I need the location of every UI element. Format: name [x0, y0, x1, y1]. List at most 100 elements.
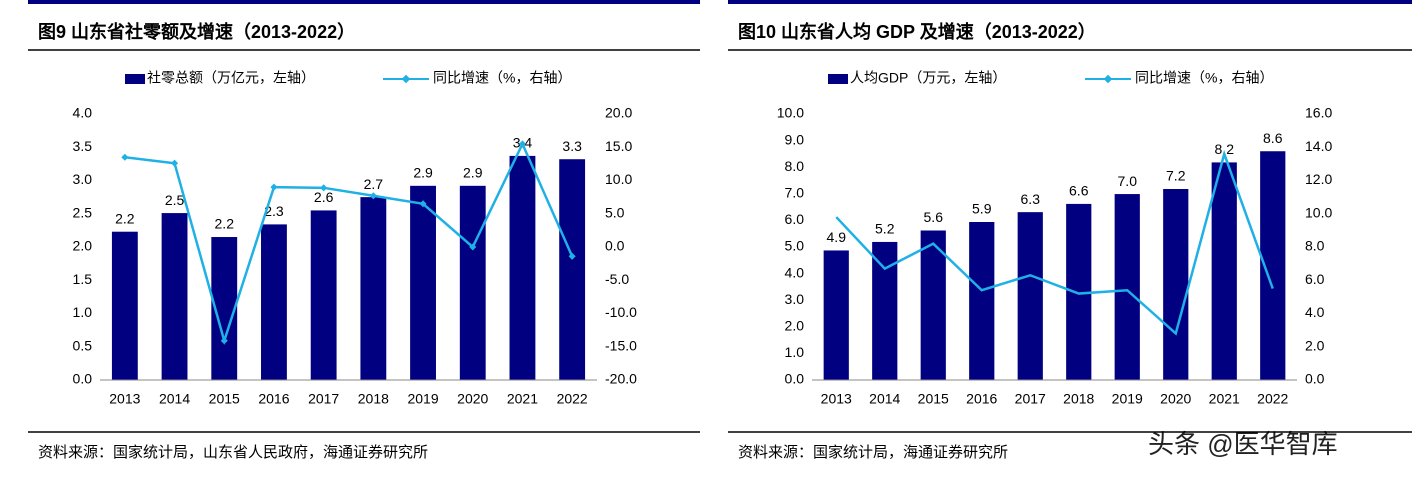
line: [124, 140, 574, 346]
bar: [111, 231, 138, 380]
data-label: 6.6: [1069, 183, 1089, 199]
y-tick-label: 1.0: [73, 304, 93, 320]
data-label: 3.3: [562, 138, 582, 154]
y2-tick-label: 6.0: [1305, 271, 1325, 287]
bar: [969, 221, 995, 380]
y2-tick-label: 14.0: [1305, 138, 1332, 154]
y-tick-label: 0.0: [73, 371, 93, 387]
bar: [509, 155, 536, 380]
data-label: 2.2: [115, 210, 135, 226]
data-label: 5.2: [875, 221, 895, 237]
marker: [220, 337, 228, 345]
x-tick-label: 2018: [1063, 391, 1094, 407]
y-tick-label: 5.0: [785, 238, 805, 254]
y2-tick-label: 2.0: [1305, 337, 1325, 353]
y2-tick-label: 10.0: [605, 171, 632, 187]
y2-tick-label: 10.0: [1305, 204, 1332, 220]
marker: [320, 184, 328, 192]
x-tick-label: 2014: [159, 391, 190, 407]
y2-tick-label: 0.0: [1305, 371, 1325, 387]
y-tick-label: 10.0: [777, 105, 804, 121]
y-tick-label: 8.0: [785, 158, 805, 174]
source: 资料来源：国家统计局，海通证券研究所: [738, 443, 1008, 461]
marker: [171, 159, 179, 167]
legend-label: 社零总额（万亿元，左轴）: [147, 70, 315, 86]
x-tick-label: 2013: [109, 391, 140, 407]
x-tick-label: 2019: [1112, 391, 1143, 407]
x-tick-label: 2019: [407, 391, 438, 407]
x-tick-label: 2014: [869, 391, 900, 407]
y-tick-label: 1.5: [73, 271, 93, 287]
y-tick-label: 4.0: [785, 264, 805, 280]
marker: [568, 252, 576, 260]
bar: [360, 197, 387, 380]
y2-tick-label: 5.0: [605, 204, 625, 220]
bar: [559, 159, 586, 380]
y-tick-label: 3.0: [73, 171, 93, 187]
marker: [469, 243, 477, 251]
bar: [1211, 162, 1237, 380]
data-label: 7.0: [1118, 173, 1138, 189]
x-tick-label: 2018: [358, 391, 389, 407]
y2-tick-label: 20.0: [605, 105, 632, 121]
data-label: 7.2: [1166, 168, 1186, 184]
data-label: 8.6: [1263, 130, 1283, 146]
x-tick-label: 2017: [308, 391, 339, 407]
marker: [270, 183, 278, 191]
y2-tick-label: -15.0: [605, 337, 637, 353]
x-tick-label: 2022: [557, 391, 588, 407]
bar: [261, 224, 287, 380]
y2-tick-label: 8.0: [1305, 238, 1325, 254]
legend-swatch: [125, 74, 145, 84]
y2-tick-label: 0.0: [605, 238, 625, 254]
x-tick-label: 2013: [821, 391, 852, 407]
bar: [1114, 194, 1140, 380]
marker: [121, 153, 129, 161]
y-tick-label: 2.0: [73, 238, 93, 254]
y-tick-label: 3.0: [785, 291, 805, 307]
x-tick-label: 2015: [918, 391, 949, 407]
data-label: 8.2: [1215, 141, 1235, 157]
bar: [161, 213, 188, 380]
data-label: 2.9: [413, 165, 433, 181]
marker: [518, 140, 526, 148]
top-rule: [728, 0, 1412, 4]
y-tick-label: 9.0: [785, 131, 805, 147]
y-tick-label: 1.0: [785, 344, 805, 360]
y-tick-label: 2.5: [73, 204, 93, 220]
y2-tick-label: -5.0: [605, 271, 629, 287]
legend-marker: [1103, 74, 1113, 84]
line: [835, 149, 1274, 336]
marker: [419, 200, 427, 208]
bar: [1163, 189, 1189, 380]
data-label: 2.9: [463, 165, 483, 181]
legend-swatch: [828, 74, 848, 84]
legend-marker: [401, 74, 411, 84]
bar: [459, 185, 486, 380]
bar: [1017, 212, 1043, 380]
chart-title: 图9 山东省社零额及增速（2013-2022）: [38, 21, 355, 42]
source: 资料来源：国家统计局，山东省人民政府，海通证券研究所: [38, 443, 428, 461]
data-label: 2.3: [264, 203, 284, 219]
marker: [369, 192, 377, 200]
y2-tick-label: 15.0: [605, 138, 632, 154]
x-tick-label: 2021: [1209, 391, 1240, 407]
x-tick-label: 2016: [966, 391, 997, 407]
x-tick-label: 2015: [209, 391, 240, 407]
data-label: 4.9: [827, 229, 847, 245]
data-label: 2.2: [215, 216, 235, 232]
legend-label: 人均GDP（万元，左轴）: [850, 70, 1006, 86]
x-tick-label: 2021: [507, 391, 538, 407]
y-tick-label: 4.0: [73, 105, 93, 121]
bar: [410, 185, 436, 380]
y2-tick-label: 12.0: [1305, 171, 1332, 187]
y2-tick-label: -10.0: [605, 304, 637, 320]
y2-tick-label: 4.0: [1305, 304, 1325, 320]
y-tick-label: 0.0: [785, 371, 805, 387]
legend-label: 同比增速（%，右轴）: [433, 70, 571, 86]
x-tick-label: 2020: [1160, 391, 1191, 407]
bar: [823, 250, 849, 380]
bar: [310, 210, 337, 380]
y-tick-label: 6.0: [785, 211, 805, 227]
y-tick-label: 0.5: [73, 337, 93, 353]
